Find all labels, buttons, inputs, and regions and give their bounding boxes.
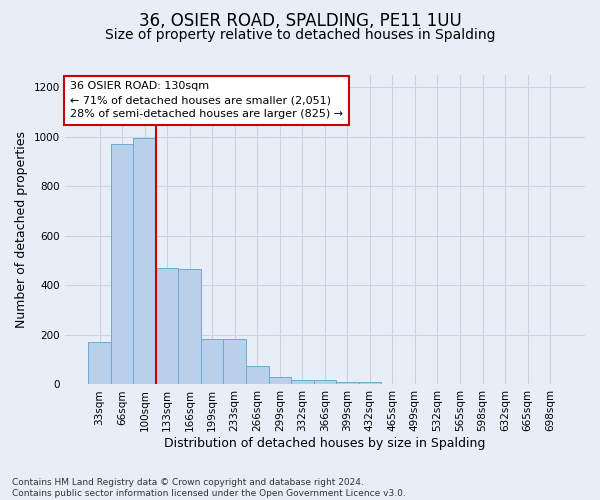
Bar (111, 144, 133, 384)
Text: 36 OSIER ROAD: 130sqm
← 71% of detached houses are smaller (2,051)
28% of semi-d: 36 OSIER ROAD: 130sqm ← 71% of detached … (70, 81, 343, 119)
Bar (314, 380, 336, 384)
Text: 36, OSIER ROAD, SPALDING, PE11 1UU: 36, OSIER ROAD, SPALDING, PE11 1UU (139, 12, 461, 30)
Bar (291, 380, 314, 384)
Bar (178, 270, 201, 384)
Y-axis label: Number of detached properties: Number of detached properties (15, 131, 28, 328)
Bar (223, 338, 246, 384)
Bar (359, 382, 381, 384)
Bar (336, 382, 359, 384)
Bar (246, 366, 269, 384)
Bar (88, 342, 111, 384)
Bar (269, 377, 291, 384)
Bar (156, 268, 178, 384)
Bar (133, 138, 156, 384)
Text: Size of property relative to detached houses in Spalding: Size of property relative to detached ho… (105, 28, 495, 42)
Bar (201, 338, 223, 384)
Text: Contains HM Land Registry data © Crown copyright and database right 2024.
Contai: Contains HM Land Registry data © Crown c… (12, 478, 406, 498)
X-axis label: Distribution of detached houses by size in Spalding: Distribution of detached houses by size … (164, 437, 485, 450)
